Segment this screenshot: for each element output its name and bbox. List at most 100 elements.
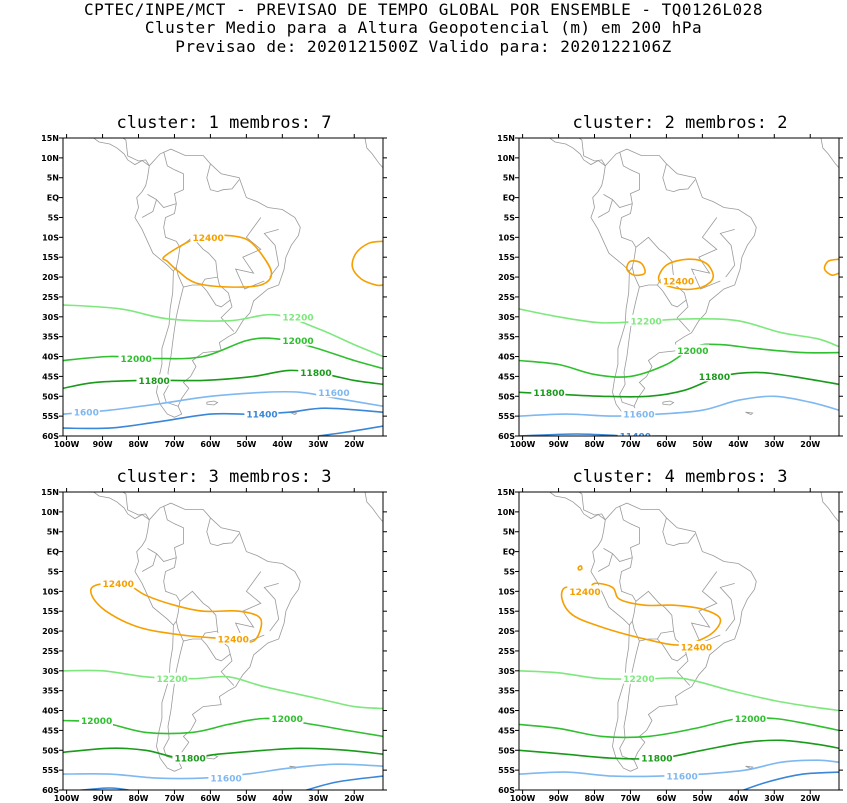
contour-12200	[519, 308, 839, 348]
country-border	[619, 286, 640, 407]
lat-tick-label: 10N	[41, 508, 59, 517]
coastline	[578, 492, 606, 521]
lat-tick-label: 5S	[504, 567, 516, 576]
contour-12400	[351, 240, 383, 287]
lon-tick-label: 90W	[93, 440, 113, 449]
lon-tick-label: 100W	[510, 440, 536, 449]
country-border	[657, 277, 687, 308]
contour-label-bg	[280, 334, 315, 346]
contour-label-bg	[678, 640, 713, 652]
lat-tick-label: 15N	[41, 488, 59, 497]
contour-12000	[63, 717, 383, 738]
lat-tick-label: 5N	[503, 528, 515, 537]
contour-label-bg	[172, 752, 207, 764]
contour-label-bg	[732, 712, 767, 724]
lon-tick-label: 40W	[272, 794, 292, 803]
contour-label-bg	[208, 772, 243, 784]
contour-label-bg	[100, 577, 135, 589]
map-svg: 12400 12400 12200 12000 12000 11800 11600 15N 10…	[41, 488, 387, 803]
country-border	[597, 553, 613, 572]
contour-label-bg	[118, 352, 153, 364]
country-border	[201, 277, 231, 308]
country-border	[220, 653, 235, 686]
contour-label: 12000	[81, 717, 112, 727]
lon-tick-label: 20W	[344, 794, 364, 803]
map-panel-cluster-1: 12400 12200 12000 12000 11800 11800 11600 1600 1…	[41, 134, 387, 449]
lat-tick-label: 25S	[42, 293, 59, 302]
country-border	[220, 299, 235, 332]
lat-tick-label: 60S	[498, 432, 515, 441]
contour-11400	[519, 433, 667, 436]
contour-label: 12000	[677, 347, 708, 357]
country-border	[619, 203, 637, 272]
country-border	[141, 553, 157, 572]
contour-label-bg	[190, 231, 225, 243]
lat-tick-label: 60S	[498, 786, 515, 795]
panel-title-cluster-4: cluster: 4 membros: 3	[572, 467, 788, 487]
contour-label: 12200	[623, 675, 654, 685]
lat-tick-label: 25S	[498, 647, 515, 656]
lat-tick-label: 35S	[498, 333, 515, 342]
country-border	[141, 199, 157, 218]
contour-11600	[519, 395, 839, 417]
coastline	[590, 148, 757, 418]
contour-12000	[519, 716, 839, 739]
lat-tick-label: 30S	[42, 667, 59, 676]
contour-11600	[519, 759, 839, 778]
contour-label: 11400	[246, 411, 277, 421]
coastline	[364, 492, 383, 523]
lat-tick-label: 20S	[498, 273, 515, 282]
lat-tick-label: 55S	[42, 412, 59, 421]
country-border	[690, 217, 721, 290]
contour-label-bg	[71, 406, 100, 418]
coastline	[134, 502, 301, 772]
contour-label: 12400	[663, 278, 694, 288]
contour-label-bg	[675, 344, 710, 356]
lon-tick-label: 50W	[692, 440, 712, 449]
contour-label: 12400	[569, 588, 600, 598]
contour-11800	[519, 371, 839, 398]
contour-label-bg	[298, 366, 333, 378]
contour-11400	[63, 407, 383, 430]
lon-tick-label: 90W	[549, 794, 569, 803]
country-border	[147, 505, 184, 562]
lat-tick-label: 40S	[42, 707, 59, 716]
contour-label-bg	[567, 585, 602, 597]
coastline	[206, 400, 219, 406]
contour-label-bg	[628, 314, 663, 326]
lon-tick-label: 60W	[656, 794, 676, 803]
panel-title-cluster-2: cluster: 2 membros: 2	[572, 113, 788, 133]
contour-12200	[63, 669, 383, 710]
contour-label-bg	[244, 408, 279, 420]
lon-tick-label: 100W	[510, 794, 536, 803]
lat-tick-label: EQ	[503, 194, 515, 203]
lon-tick-label: 80W	[585, 440, 605, 449]
contour-label: 11600	[318, 389, 349, 399]
contour-label-bg	[136, 374, 171, 386]
contour-label: 11400	[620, 433, 651, 443]
lon-tick-label: 80W	[129, 794, 149, 803]
country-border	[263, 583, 280, 632]
country-border	[263, 229, 280, 278]
coastline	[745, 411, 754, 415]
coastline	[662, 400, 675, 406]
lon-tick-label: 40W	[728, 794, 748, 803]
coastline	[590, 502, 757, 772]
lat-tick-label: 5S	[504, 213, 516, 222]
lat-tick-label: 10S	[498, 233, 515, 242]
lat-tick-label: 15S	[498, 253, 515, 262]
figure-header-line-1: CPTEC/INPE/MCT - PREVISAO DE TEMPO GLOBA…	[84, 0, 763, 19]
contour-label: 11600	[666, 773, 697, 783]
lat-tick-label: 45S	[42, 372, 59, 381]
contour-label: 12000	[121, 355, 152, 365]
contour-label: 11600	[210, 775, 241, 785]
lat-tick-label: 45S	[498, 726, 515, 735]
country-border	[175, 236, 219, 288]
lat-tick-label: 60S	[42, 432, 59, 441]
contour-11400	[318, 425, 383, 436]
contour-11600	[63, 390, 383, 415]
contour-label: 12400	[103, 580, 134, 590]
lat-tick-label: 35S	[42, 687, 59, 696]
country-border	[163, 640, 184, 761]
contour-label: 11600	[623, 411, 654, 421]
